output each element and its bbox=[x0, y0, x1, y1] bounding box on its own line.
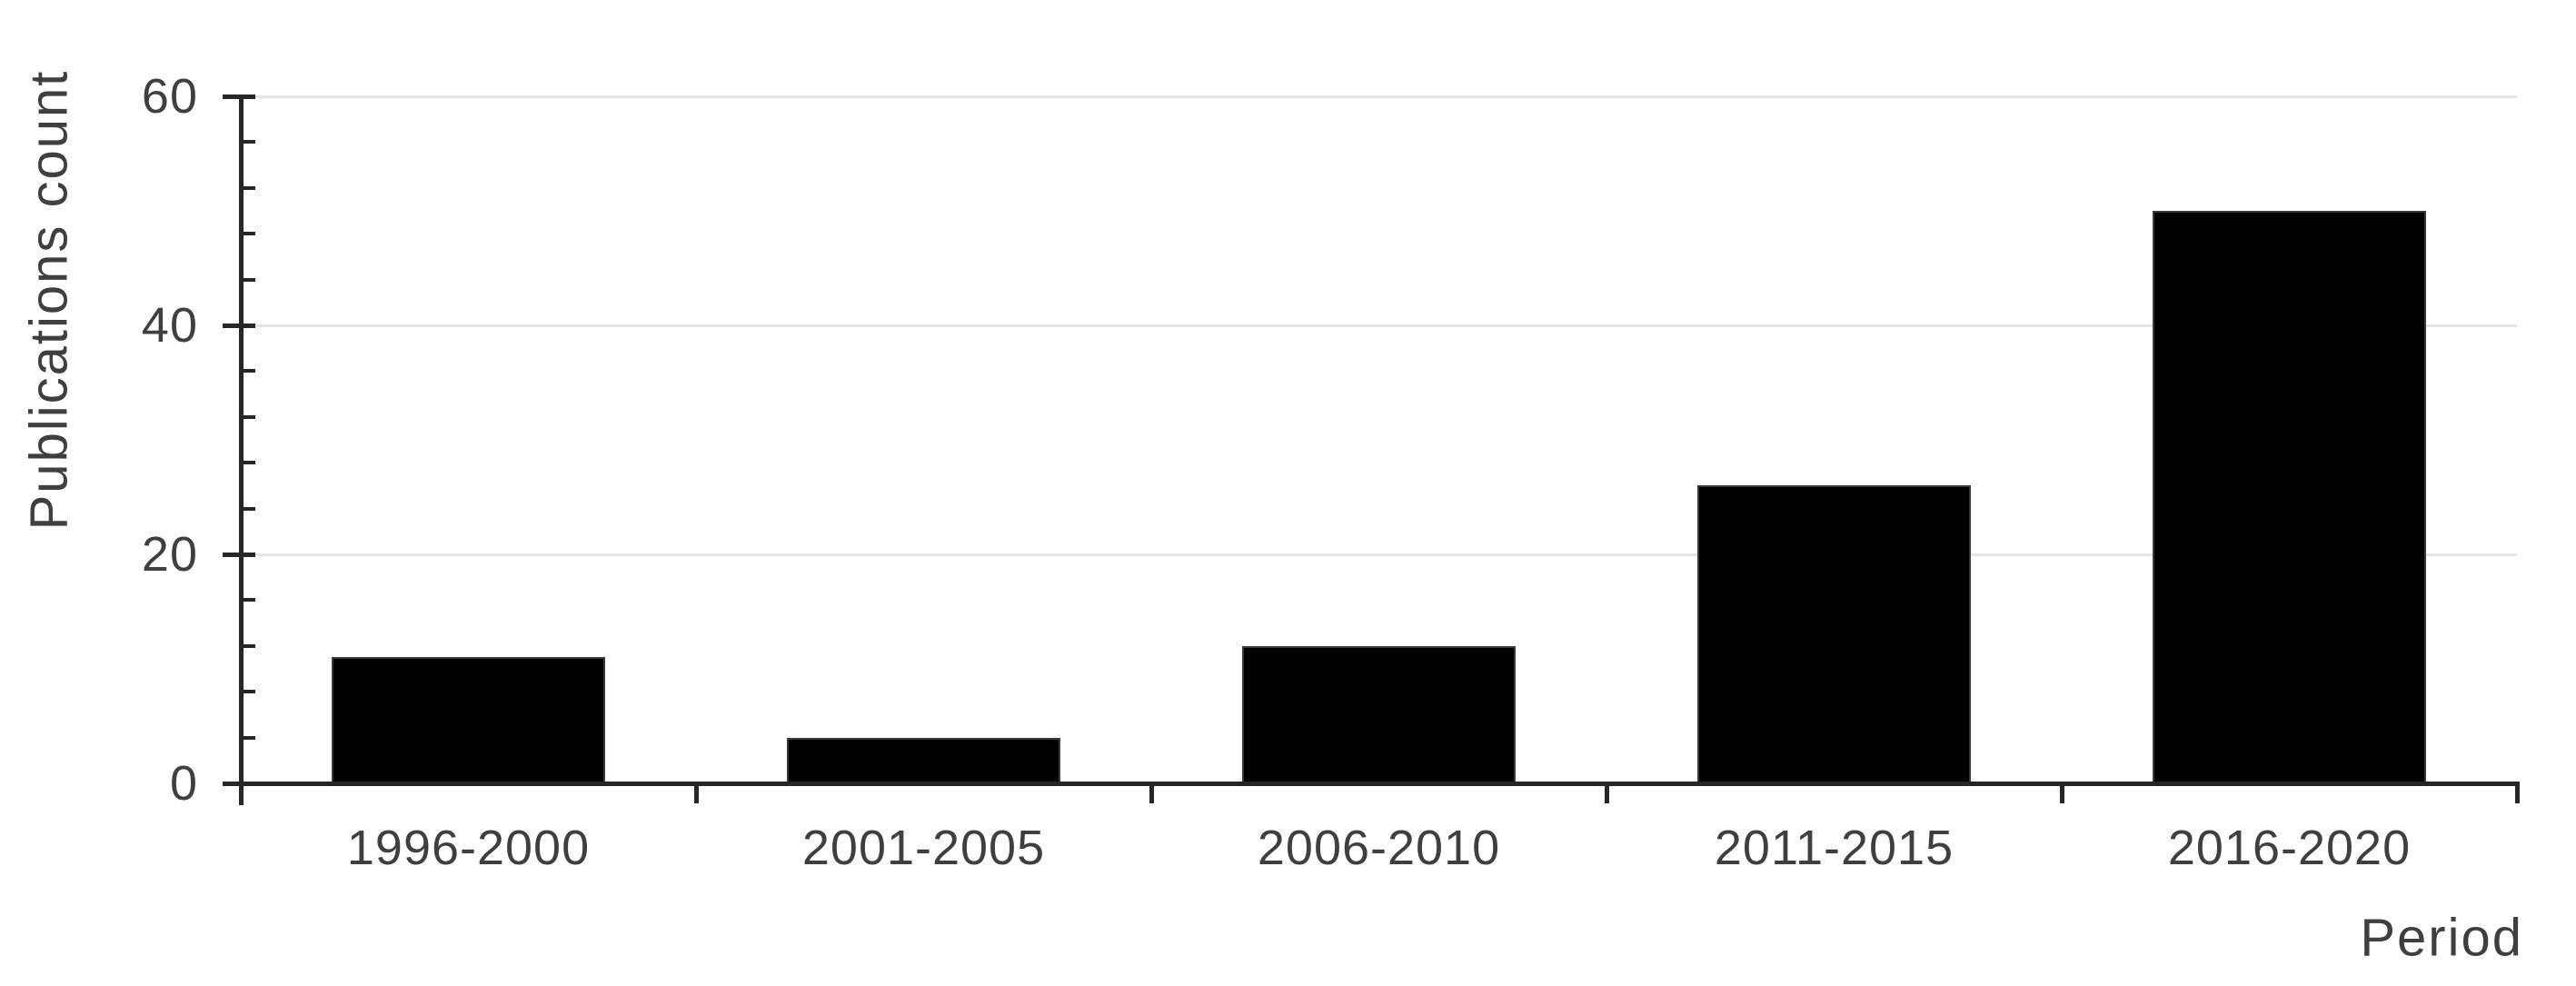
y-minor-tick bbox=[241, 232, 255, 236]
y-tick-label: 60 bbox=[141, 69, 198, 124]
gridline bbox=[241, 553, 2517, 556]
gridline bbox=[241, 95, 2517, 98]
y-major-tick bbox=[223, 552, 255, 557]
x-axis-tick bbox=[2059, 783, 2064, 803]
x-axis-line bbox=[238, 781, 2520, 786]
y-minor-tick bbox=[241, 643, 255, 648]
x-axis-tick bbox=[238, 783, 244, 803]
x-axis-tick bbox=[693, 783, 699, 803]
x-tick-label: 2001-2005 bbox=[801, 821, 1046, 875]
y-minor-tick bbox=[241, 598, 255, 603]
x-axis-title: Period bbox=[2360, 908, 2523, 968]
y-minor-tick bbox=[241, 735, 255, 740]
gridline bbox=[241, 324, 2517, 327]
y-major-tick bbox=[223, 94, 255, 99]
y-minor-tick bbox=[241, 277, 255, 282]
bar bbox=[2153, 211, 2426, 785]
bar bbox=[332, 657, 605, 785]
x-axis-tick bbox=[1149, 783, 1154, 803]
x-tick-label: 1996-2000 bbox=[346, 821, 591, 875]
bar bbox=[787, 737, 1060, 785]
y-major-tick bbox=[223, 323, 255, 328]
y-minor-tick bbox=[241, 461, 255, 465]
x-tick-label: 2016-2020 bbox=[2167, 821, 2412, 875]
bar bbox=[1697, 485, 1971, 785]
y-minor-tick bbox=[241, 414, 255, 419]
y-tick-label: 20 bbox=[141, 527, 198, 582]
x-axis-tick bbox=[1604, 783, 1609, 803]
y-minor-tick bbox=[241, 185, 255, 190]
y-minor-tick bbox=[241, 690, 255, 694]
y-minor-tick bbox=[241, 369, 255, 373]
x-tick-label: 2011-2015 bbox=[1714, 821, 1954, 875]
y-minor-tick bbox=[241, 140, 255, 144]
y-minor-tick bbox=[241, 506, 255, 511]
y-axis-line bbox=[238, 94, 244, 805]
x-tick-label: 2006-2010 bbox=[1257, 821, 1501, 875]
y-tick-label: 40 bbox=[141, 298, 198, 353]
x-axis-tick bbox=[2514, 783, 2520, 803]
y-tick-label: 0 bbox=[169, 756, 198, 811]
bar bbox=[1242, 645, 1516, 785]
